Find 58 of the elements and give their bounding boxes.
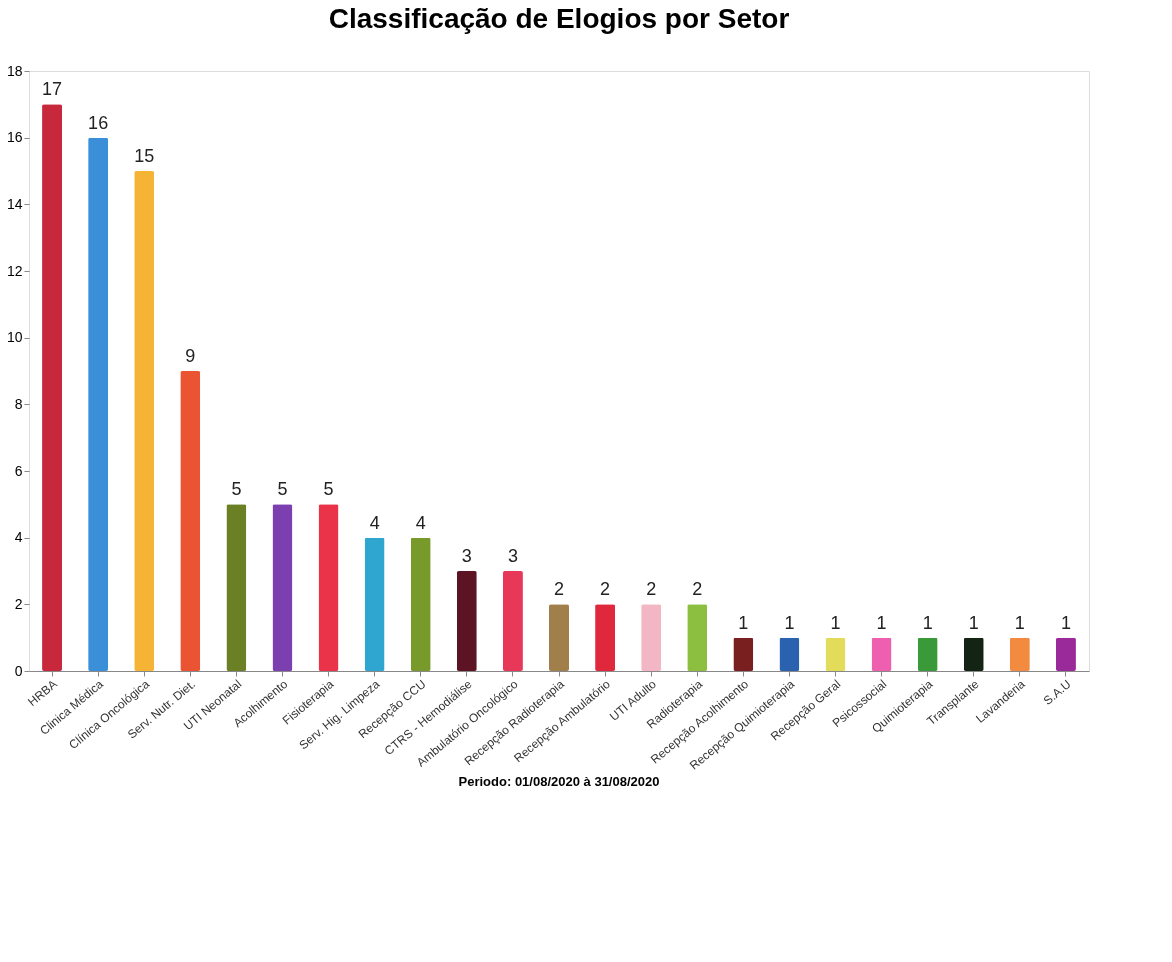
- y-tick-label: 16: [6, 129, 23, 146]
- data-label: 1: [968, 612, 979, 633]
- bar: [410, 537, 431, 671]
- data-label: 2: [646, 579, 657, 600]
- bar: [549, 604, 569, 671]
- bar: [180, 371, 201, 671]
- data-label: 2: [692, 579, 703, 600]
- bar: [779, 637, 800, 671]
- bar: [364, 537, 385, 671]
- bar: [1009, 637, 1030, 671]
- data-label: 1: [1014, 612, 1025, 633]
- y-tick-label: 6: [14, 462, 23, 479]
- y-tick-label: 14: [6, 195, 23, 212]
- bar: [134, 171, 155, 671]
- data-label: 17: [42, 79, 63, 100]
- bar: [825, 637, 846, 671]
- chart-title: Classificação de Elogios por Setor: [328, 3, 790, 34]
- y-tick-label: 12: [6, 262, 23, 279]
- data-label: 5: [231, 479, 242, 500]
- data-label: 5: [277, 479, 288, 500]
- data-label: 1: [738, 612, 749, 633]
- data-label: 16: [88, 112, 109, 133]
- data-label: 1: [876, 612, 887, 633]
- data-label: 3: [461, 546, 472, 566]
- bar: [963, 637, 984, 671]
- bar: [733, 637, 754, 671]
- data-label: 2: [553, 579, 565, 600]
- y-tick-label: 18: [6, 62, 23, 79]
- data-label: 1: [830, 612, 841, 633]
- bar: [272, 504, 293, 671]
- data-label: 4: [415, 512, 426, 533]
- data-label: 15: [134, 146, 155, 166]
- bar: [318, 504, 339, 671]
- y-tick-label: 2: [14, 595, 23, 612]
- y-tick-label: 4: [14, 529, 23, 546]
- data-label: 5: [323, 479, 334, 500]
- data-label: 1: [1060, 612, 1071, 633]
- bar: [1055, 637, 1076, 671]
- data-label: 2: [600, 579, 611, 600]
- data-label: 4: [369, 512, 380, 533]
- bar: [641, 604, 662, 671]
- data-label: 1: [784, 612, 795, 633]
- bar: [456, 571, 477, 671]
- bar: [42, 104, 63, 671]
- text: Periodo: 01/08/2020 à 31/08/2020: [458, 774, 660, 789]
- y-tick-label: 0: [14, 662, 23, 679]
- y-tick-label: 10: [6, 329, 23, 346]
- data-label: 1: [922, 612, 933, 633]
- bar: [502, 571, 523, 671]
- bar: [871, 637, 892, 671]
- data-label: 3: [507, 546, 518, 566]
- y-tick-label: 8: [14, 395, 23, 412]
- bar: [687, 604, 708, 671]
- data-label: 9: [185, 346, 196, 366]
- bar: [595, 604, 616, 671]
- bar: [226, 504, 247, 671]
- bar: [88, 137, 109, 671]
- bar: [917, 637, 938, 671]
